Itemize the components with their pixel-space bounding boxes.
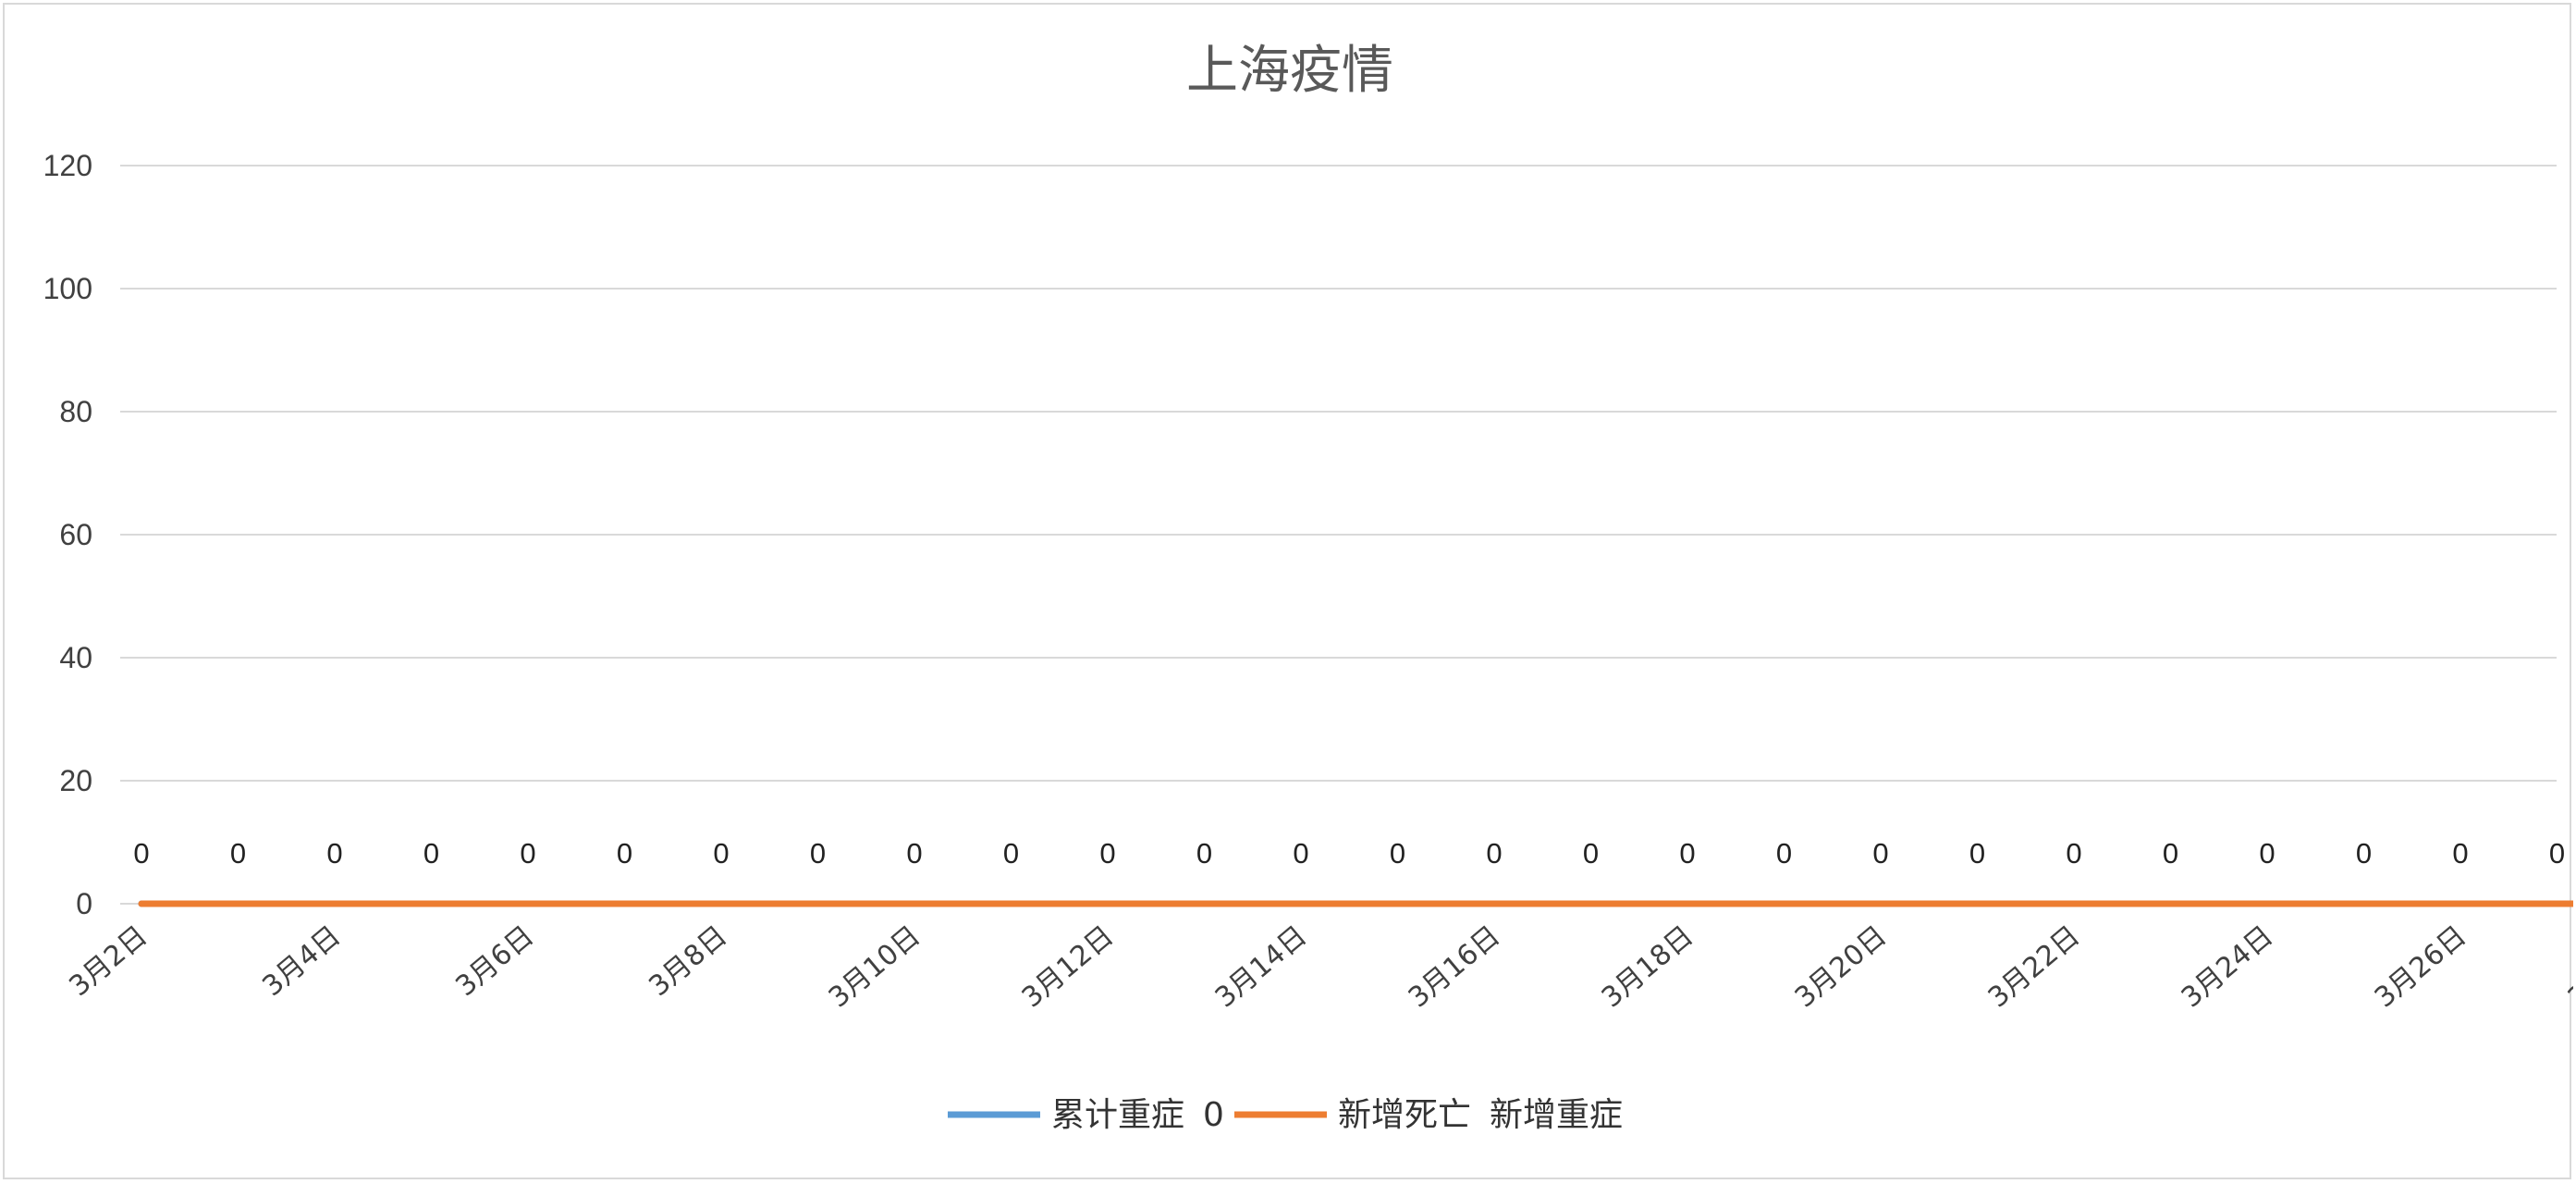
x-tick-label: 3月16日 [1403,919,1506,1014]
x-tick-label: 3月26日 [2369,919,2472,1014]
line-chart: 上海疫情 0 20 40 60 80 100 120 3月2日 3月4日 3月6日 3月8日 3月1… [43,41,2573,1134]
x-tick-label: 3月24日 [2176,919,2279,1014]
y-tick-label: 60 [59,518,92,551]
legend: 累计重症 0 新增死亡 新增重症 [948,1096,1623,1134]
data-label: 0 [810,837,826,870]
data-label: 0 [2549,837,2565,870]
x-tick-label: 3月14日 [1209,919,1313,1014]
y-tick-label: 120 [43,149,92,182]
legend-label: 累计重症 [1051,1096,1184,1134]
legend-label: 新增死亡 [1338,1096,1471,1134]
series-line-2 [138,900,2573,907]
data-label: 0 [713,837,729,870]
data-label: 0 [423,837,439,870]
data-label: 0 [1293,837,1308,870]
data-label-layer: 0000000000000000000000000000000000000000… [133,837,2565,870]
grid-layer [120,165,2557,905]
y-tick-label: 40 [59,641,92,674]
series-layer [138,900,2573,907]
data-label: 0 [1776,837,1792,870]
data-label: 0 [133,837,149,870]
data-label: 0 [1679,837,1695,870]
y-tick-label: 80 [59,395,92,428]
x-tick-label: 3月12日 [1016,919,1120,1014]
data-label: 0 [1486,837,1502,870]
x-tick-label: 3月28日 [2562,919,2573,1014]
y-tick-label: 0 [76,887,92,920]
x-tick-label: 3月18日 [1596,919,1699,1014]
series-line-1 [138,900,2573,907]
data-label: 0 [1969,837,1985,870]
data-label: 0 [1583,837,1599,870]
y-tick-label: 100 [43,272,92,305]
y-axis-ticks: 0 20 40 60 80 100 120 [43,149,92,920]
data-label: 0 [1003,837,1019,870]
data-label: 0 [2356,837,2372,870]
data-label: 0 [520,837,535,870]
y-tick-label: 20 [59,764,92,797]
data-label: 0 [2066,837,2081,870]
x-tick-label: 3月22日 [1982,919,2086,1014]
data-label: 0 [906,837,922,870]
data-label: 0 [1099,837,1115,870]
x-tick-label: 3月10日 [823,919,926,1014]
data-label: 0 [2163,837,2178,870]
legend-label: 新增重症 [1490,1096,1623,1134]
data-label: 0 [617,837,632,870]
chart-title: 上海疫情 [1186,41,1393,101]
data-label: 0 [1196,837,1212,870]
data-label: 0 [1872,837,1888,870]
data-label: 0 [326,837,342,870]
chart-frame: 上海疫情 0 20 40 60 80 100 120 3月2日 3月4日 3月6日 3月8日 3月1… [3,3,2573,1179]
x-axis-ticks: 3月2日 3月4日 3月6日 3月8日 3月10日 3月12日 3月14日 3月16日 3月18… [63,919,2573,1014]
data-label: 0 [2452,837,2468,870]
x-tick-label: 3月2日 [63,919,153,1003]
x-tick-label: 3月4日 [256,919,347,1003]
x-tick-label: 3月8日 [643,919,733,1003]
data-label: 0 [230,837,246,870]
data-label: 0 [1390,837,1405,870]
legend-label: 0 [1203,1096,1224,1134]
x-tick-label: 3月20日 [1789,919,1893,1014]
data-label: 0 [2259,837,2275,870]
x-tick-label: 3月6日 [449,919,540,1003]
